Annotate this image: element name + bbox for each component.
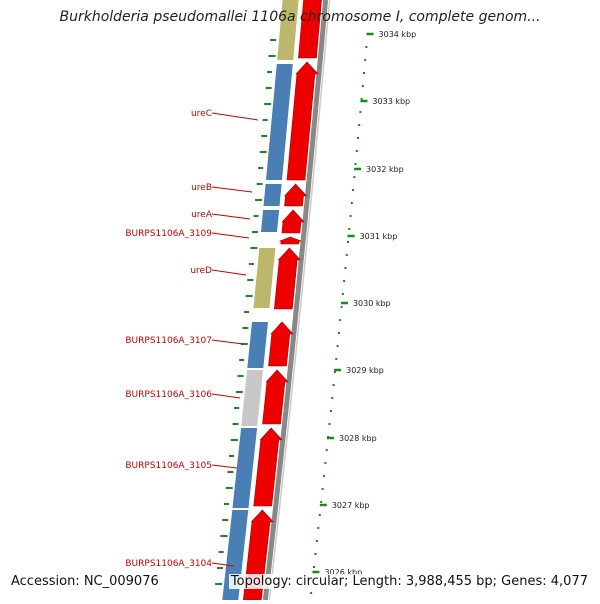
gene-block <box>263 184 282 206</box>
gene-label: BURPS1106A_3109 <box>125 229 212 239</box>
cds-arrow <box>281 209 305 234</box>
cds-arrow <box>283 183 308 207</box>
gene-label-leader <box>211 393 241 399</box>
cds-arrow <box>298 0 322 59</box>
gene-label: ureD <box>190 266 212 276</box>
scale-tick-label: 3033 kbp <box>372 97 410 106</box>
cds-track <box>242 0 322 601</box>
cds-arrow <box>273 247 302 310</box>
scale-tick-label: 3026 kbp <box>324 568 362 577</box>
gene-label-leader <box>211 562 235 567</box>
gene-block <box>222 510 249 600</box>
gene-label-leader <box>211 269 247 276</box>
gene-label: ureA <box>191 210 213 220</box>
cds-arrow <box>268 321 294 367</box>
gene-label-leader <box>211 232 250 239</box>
gene-block <box>261 210 280 232</box>
gene-block <box>277 0 299 60</box>
gene-labels: ureC ureB ureA BURPS1106A_3109 ureD BURPS1106… <box>125 109 259 569</box>
scale-tick-label: 3032 kbp <box>366 165 404 174</box>
genome-summary-text: Topology: circular; Length: 3,988,455 bp… <box>228 574 590 589</box>
gene-label: BURPS1106A_3105 <box>125 461 212 471</box>
gene-label: ureB <box>191 183 212 193</box>
scale-tick-label: 3027 kbp <box>332 501 370 510</box>
scale-tick-label: 3034 kbp <box>379 30 417 39</box>
accession-text: Accession: NC_009076 <box>9 574 161 589</box>
scale-track: 3034 kbp 3033 kbp 3032 kbp 3031 kbp 3030 kbp… <box>310 30 417 594</box>
gene-block <box>232 428 258 508</box>
map-title: Burkholderia pseudomallei 1106a chromoso… <box>59 9 541 25</box>
gene-label: BURPS1106A_3104 <box>125 559 212 569</box>
cds-arrow <box>286 61 319 181</box>
cds-arrow <box>279 236 302 245</box>
gene-track <box>222 0 299 600</box>
backbone-track <box>262 0 331 601</box>
gene-label: ureC <box>191 109 212 119</box>
gene-block <box>247 322 268 368</box>
gene-label: BURPS1106A_3107 <box>125 336 212 346</box>
gene-label-leader <box>211 213 251 220</box>
gene-label: BURPS1106A_3106 <box>125 390 212 400</box>
backbone-highlight <box>268 0 331 601</box>
scale-tick-label: 3029 kbp <box>346 366 384 375</box>
gene-block <box>266 64 293 180</box>
cds-arrow <box>253 427 283 507</box>
gene-block <box>241 370 264 426</box>
gene-label-leader <box>211 464 238 469</box>
scale-tick-label: 3031 kbp <box>360 232 398 241</box>
gene-block <box>253 248 276 308</box>
scale-tick-label: 3030 kbp <box>353 299 391 308</box>
scale-tick-label: 3028 kbp <box>339 434 377 443</box>
gene-label-leader <box>211 112 259 121</box>
gene-label-leader <box>211 186 253 193</box>
gc-skew-track <box>215 39 276 585</box>
cds-arrow <box>262 369 289 425</box>
gene-label-leader <box>211 339 244 345</box>
backbone-ring <box>262 0 329 601</box>
